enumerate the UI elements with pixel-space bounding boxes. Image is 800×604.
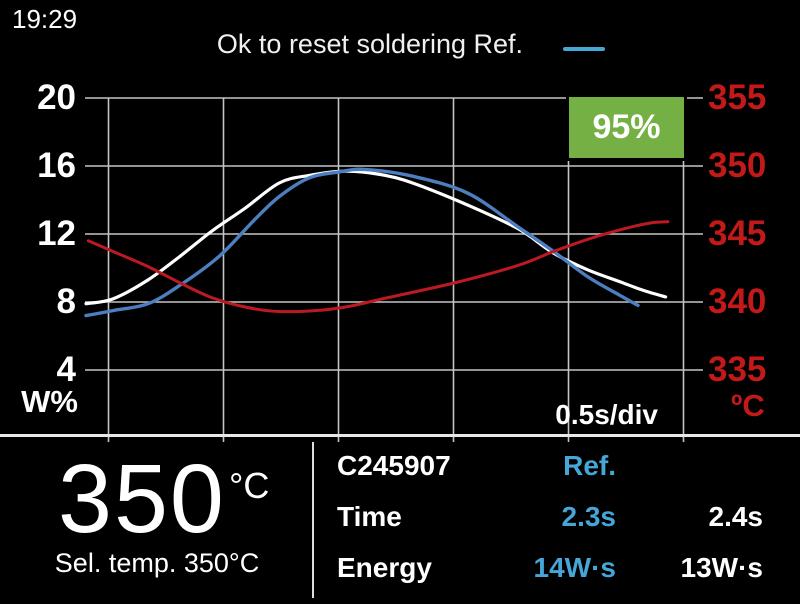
footer-divider: [312, 442, 314, 598]
table-row-energy: Energy 14W·s 13W·s: [337, 542, 763, 593]
cartridge-model: C245907: [337, 449, 451, 481]
table-row-header: C245907 Ref.: [337, 440, 763, 491]
left-axis-tick: 12: [37, 214, 76, 253]
reference_power_w_percent-curve: [84, 167, 640, 318]
table-row-time: Time 2.3s 2.4s: [337, 491, 763, 542]
current-temperature-unit: °C: [229, 465, 270, 506]
energy-ref-value: 14W·s: [533, 551, 616, 583]
right-axis-tick: 345: [708, 214, 767, 253]
right-axis-unit: ºC: [731, 388, 765, 423]
panel-separator: [0, 434, 800, 437]
ref-legend-dash-icon: [563, 47, 605, 51]
left-axis-tick: 20: [37, 78, 76, 117]
right-axis-tick: 340: [708, 282, 767, 321]
power-percentage-badge: 95%: [566, 94, 687, 161]
right-axis-tick: 335: [708, 350, 767, 389]
tip_temperature_celsius-curve: [86, 220, 670, 314]
right-axis-tick: 355: [708, 78, 767, 117]
energy-row-label: Energy: [337, 551, 432, 583]
left-axis-unit: W%: [21, 384, 78, 419]
measurements-table: C245907 Ref. Time 2.3s 2.4s Energy 14W·s…: [337, 440, 763, 593]
left-axis-tick: 4: [56, 350, 76, 389]
energy-actual-value: 13W·s: [680, 551, 763, 583]
time-ref-value: 2.3s: [561, 500, 617, 532]
time-row-label: Time: [337, 500, 402, 532]
power_w_percent-curve: [84, 169, 668, 306]
left-axis-tick: 16: [37, 146, 76, 185]
time-per-division-label: 0.5s/div: [555, 399, 658, 430]
ref-column-header: Ref.: [563, 449, 616, 481]
clock: 19:29: [12, 4, 78, 34]
time-actual-value: 2.4s: [708, 500, 764, 532]
status-message[interactable]: Ok to reset soldering Ref.: [216, 29, 524, 59]
selected-temperature-label: Sel. temp. 350°C: [54, 548, 260, 578]
right-axis-tick: 350: [708, 146, 767, 185]
current-temperature[interactable]: 350: [58, 444, 226, 553]
left-axis-tick: 8: [56, 282, 76, 321]
